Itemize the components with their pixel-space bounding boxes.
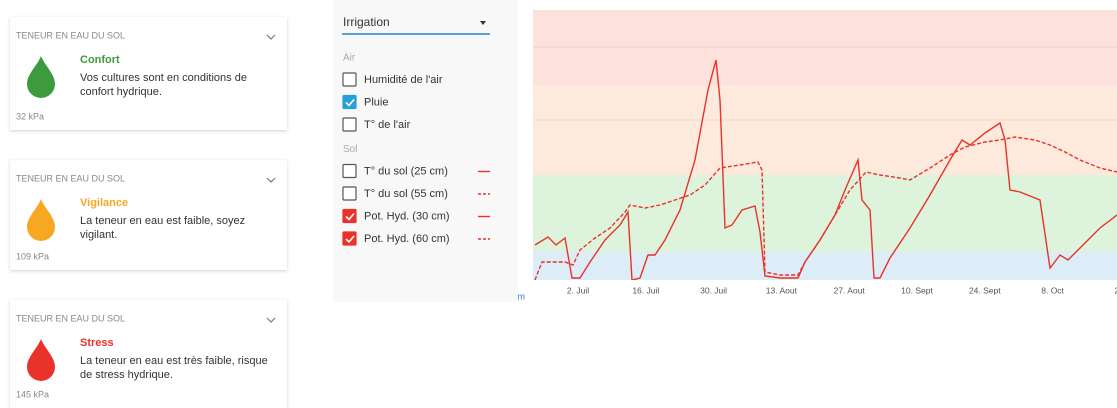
zone-vigilance xyxy=(533,85,1117,175)
drop-icon xyxy=(27,56,55,98)
checkbox-label: Pot. Hyd. (60 cm) xyxy=(364,233,450,245)
chevron[interactable] xyxy=(266,317,276,323)
x-tick-label: 2. Juil xyxy=(567,285,589,295)
dropdown-arrow[interactable] xyxy=(480,21,486,25)
checkbox-label: T° de l'air xyxy=(364,119,411,131)
x-tick-label: 8. Oct xyxy=(1041,285,1064,295)
x-tick-label: 10. Sept xyxy=(901,285,933,295)
checkbox[interactable] xyxy=(342,231,357,246)
zone-wet xyxy=(533,252,1117,280)
card-reading: 145 kPa xyxy=(16,389,49,399)
card-status: Vigilance xyxy=(80,197,128,209)
x-tick-label: 22. xyxy=(1114,285,1117,295)
checkbox-item[interactable]: T° du sol (25 cm) xyxy=(342,163,490,179)
status-card: TENEUR EN EAU DU SOL Stress La teneur en e… xyxy=(10,300,287,408)
chevron[interactable] xyxy=(266,177,276,183)
card-reading: 32 kPa xyxy=(16,111,44,121)
checkbox-item[interactable]: Pluie xyxy=(342,94,388,110)
checkbox[interactable] xyxy=(342,186,357,201)
x-tick-label: 13. Aout xyxy=(766,285,798,295)
checkmark xyxy=(345,98,355,107)
section-label: Sol xyxy=(343,144,357,155)
card-message: vigilant. xyxy=(80,229,117,241)
checkbox-item[interactable]: Pot. Hyd. (30 cm) xyxy=(342,208,490,224)
checkbox-label: Pot. Hyd. (30 cm) xyxy=(364,210,450,222)
x-tick-label: 24. Sept xyxy=(969,285,1001,295)
checkbox[interactable] xyxy=(342,208,357,224)
zone-confort xyxy=(533,175,1117,252)
checkbox-label: Pluie xyxy=(364,96,388,108)
card-message: confort hydrique. xyxy=(80,86,162,98)
checkbox-label: Humidité de l'air xyxy=(364,74,443,86)
sidebar-bg xyxy=(333,0,518,302)
checkbox-label: T° du sol (25 cm) xyxy=(364,165,448,177)
card-message: La teneur en eau est très faible, risque xyxy=(80,355,268,367)
card-message: La teneur en eau est faible, soyez xyxy=(80,215,245,227)
sidebar: Irrigation Air Humidité de l'air Pluie T° d… xyxy=(333,0,518,302)
curve-30cm xyxy=(534,59,1117,280)
cards: TENEUR EN EAU DU SOL Confort Vos cultures … xyxy=(10,17,287,408)
status-card: TENEUR EN EAU DU SOL Vigilance La teneur e… xyxy=(10,160,287,270)
checkbox-label: T° du sol (55 cm) xyxy=(364,188,448,200)
checkbox[interactable] xyxy=(342,163,357,179)
checkmark xyxy=(345,235,355,244)
checkbox-item[interactable]: Humidité de l'air xyxy=(342,72,443,87)
card-bg xyxy=(10,300,287,408)
section-label: Air xyxy=(343,53,356,64)
dropdown[interactable]: Irrigation xyxy=(343,15,390,29)
card-message: de stress hydrique. xyxy=(80,369,173,381)
x-tick-label: 27. Aout xyxy=(834,285,866,295)
card-reading: 109 kPa xyxy=(16,251,49,261)
chevron[interactable] xyxy=(266,34,276,40)
card-title: TENEUR EN EAU DU SOL xyxy=(16,30,125,40)
card-bg xyxy=(10,160,287,270)
checkmark xyxy=(345,212,355,221)
checkbox-item[interactable]: T° du sol (55 cm) xyxy=(342,186,490,201)
status-card: TENEUR EN EAU DU SOL Confort Vos cultures … xyxy=(10,17,287,130)
x-tick-label: 16. Juil xyxy=(632,285,659,295)
checkbox[interactable] xyxy=(342,72,357,87)
x-tick-label: 30. Juil xyxy=(700,285,727,295)
drop-icon xyxy=(27,199,55,241)
card-bg xyxy=(10,17,287,130)
card-title: TENEUR EN EAU DU SOL xyxy=(16,313,125,323)
curve-60cm xyxy=(534,136,1117,280)
checkbox-item[interactable]: Pot. Hyd. (60 cm) xyxy=(342,231,490,246)
checkbox[interactable] xyxy=(342,117,357,132)
checkbox[interactable] xyxy=(342,94,357,110)
card-status: Confort xyxy=(80,54,120,66)
drop-icon xyxy=(27,339,55,381)
card-title: TENEUR EN EAU DU SOL xyxy=(16,173,125,183)
checkbox-item[interactable]: T° de l'air xyxy=(342,117,411,132)
card-status: Stress xyxy=(80,337,114,349)
card-message: Vos cultures sont en conditions de xyxy=(80,72,247,84)
